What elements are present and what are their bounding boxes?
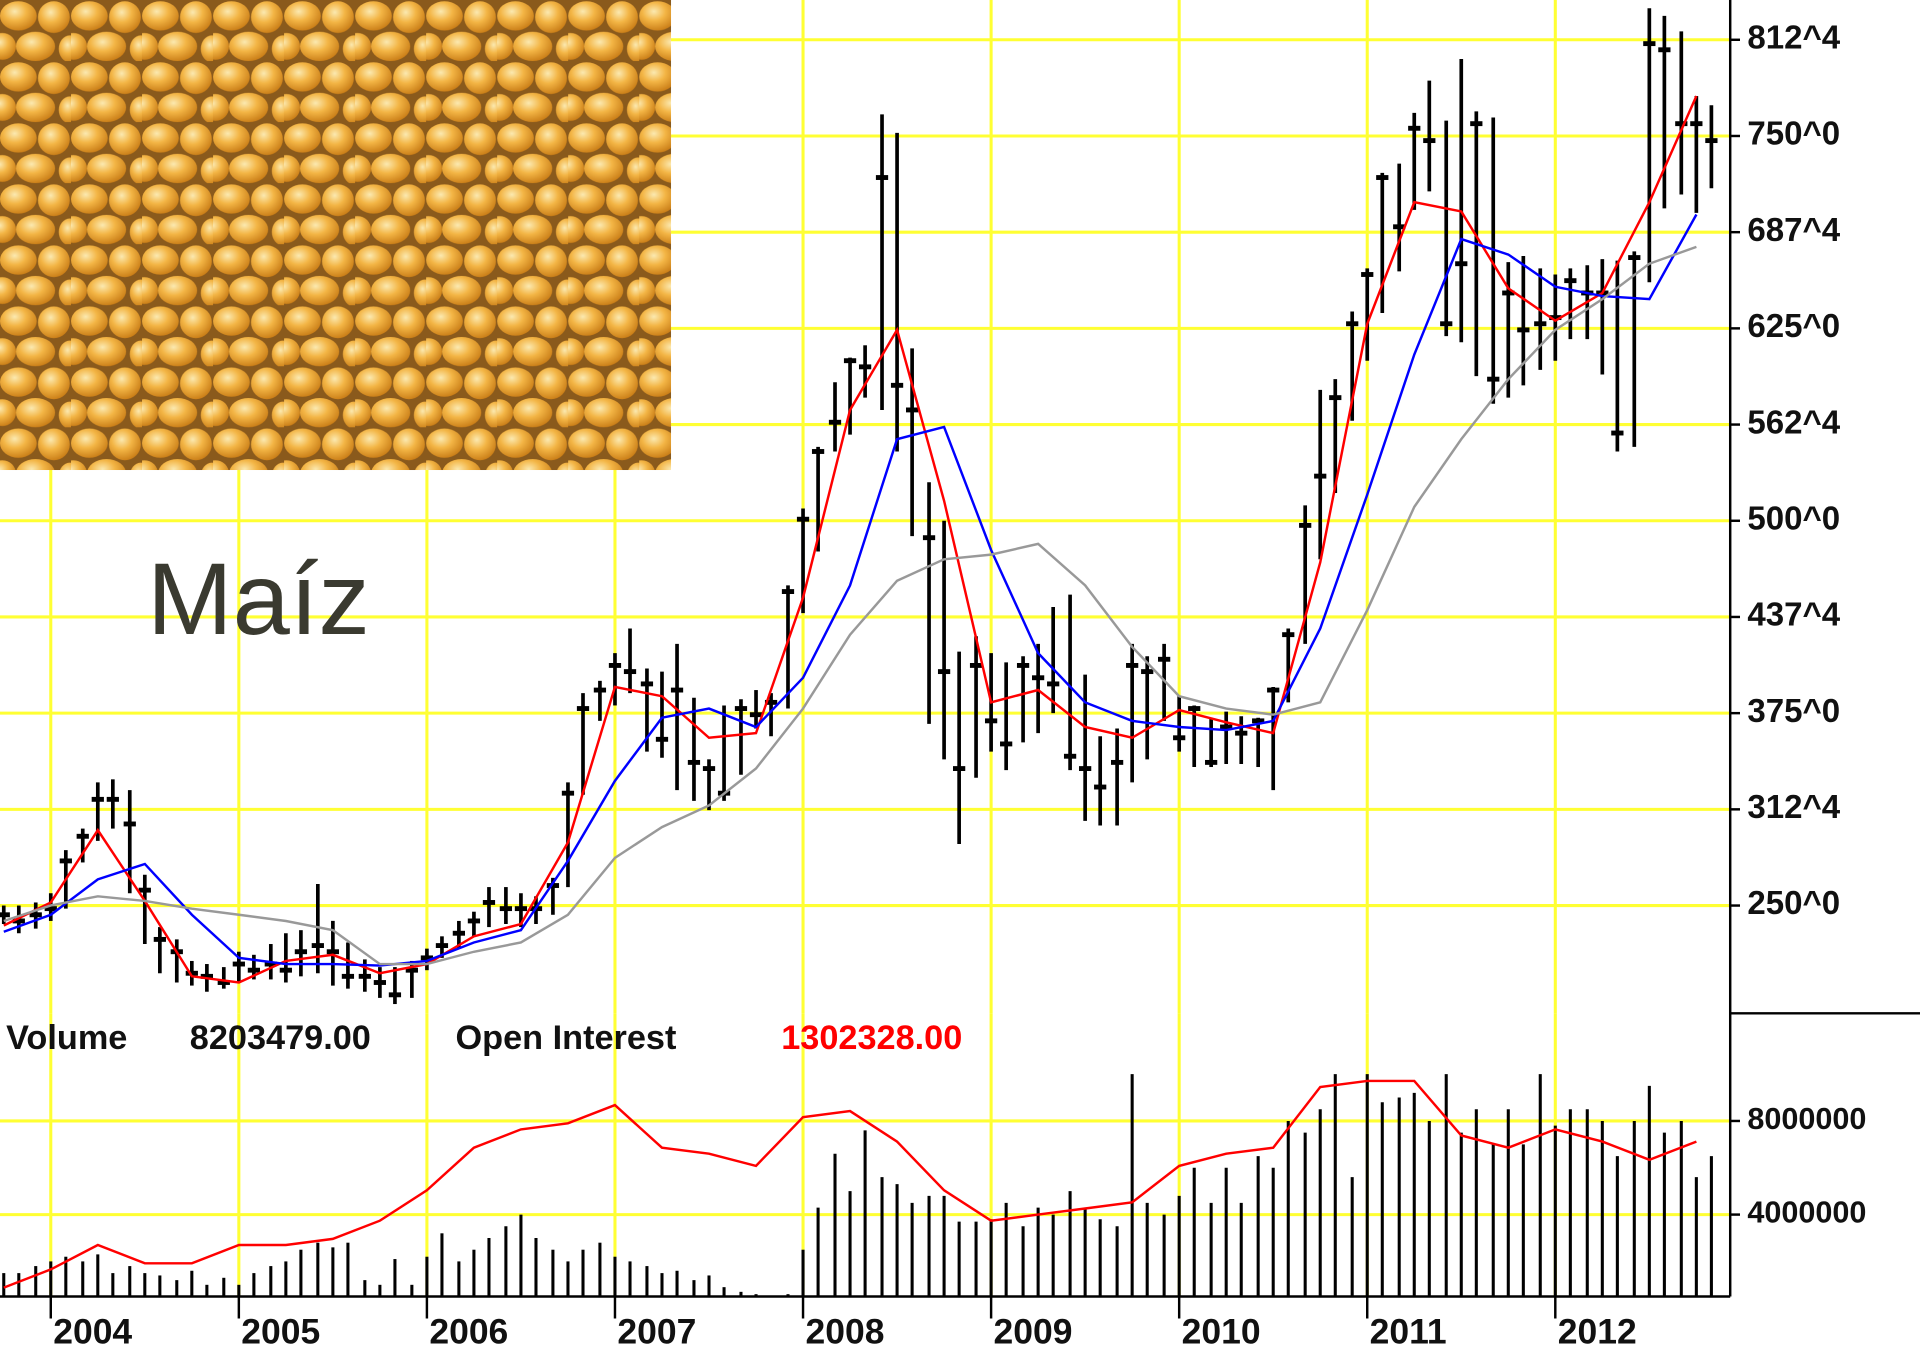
y-tick-label: 437^4 (1747, 596, 1840, 633)
volume-value: 8203479.00 (190, 1019, 371, 1057)
page: {"title": "Maíz", "stats": {"volume_labe… (0, 0, 1920, 1360)
y-tick-label: 375^0 (1747, 692, 1840, 729)
x-tick-label: 2009 (994, 1312, 1073, 1352)
y-tick-label: 4000000 (1747, 1196, 1866, 1230)
x-tick-label: 2011 (1370, 1312, 1447, 1352)
y-tick-label: 625^0 (1747, 307, 1840, 344)
y-tick-label: 250^0 (1747, 884, 1840, 921)
y-tick-label: 500^0 (1747, 500, 1840, 537)
chart: Maíz Volume 8203479.00 Open Interest 130… (0, 0, 1920, 1360)
open-interest-label: Open Interest (456, 1019, 677, 1057)
x-tick-label: 2004 (53, 1312, 132, 1352)
x-tick-label: 2006 (429, 1312, 508, 1352)
y-tick-label: 562^4 (1747, 403, 1840, 440)
y-tick-label: 750^0 (1747, 115, 1840, 152)
volume-label: Volume (6, 1019, 127, 1057)
x-tick-label: 2005 (241, 1312, 320, 1352)
x-tick-label: 2008 (805, 1312, 884, 1352)
x-tick-label: 2007 (617, 1312, 696, 1352)
y-tick-label: 312^4 (1747, 788, 1840, 825)
corn-photo (0, 0, 671, 470)
title: Maíz (147, 541, 370, 656)
open-interest-value: 1302328.00 (781, 1019, 962, 1057)
y-tick-label: 687^4 (1747, 211, 1840, 248)
x-tick-label: 2010 (1182, 1312, 1261, 1352)
y-tick-label: 8000000 (1747, 1102, 1866, 1136)
y-tick-label: 812^4 (1747, 19, 1840, 56)
x-tick-label: 2012 (1558, 1312, 1637, 1352)
